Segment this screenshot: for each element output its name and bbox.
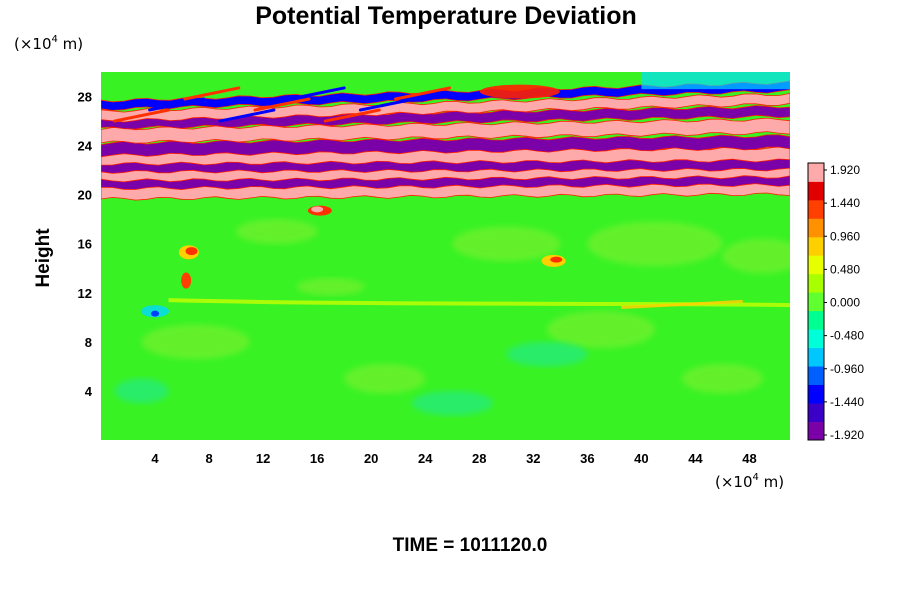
upper-right-strip <box>641 72 790 90</box>
x-axis-unit: (×104 m) <box>715 472 784 491</box>
colorbar-segment-7 <box>808 292 824 312</box>
wave-streak-2 <box>183 86 241 101</box>
time-label: TIME = 1011120.0 <box>393 535 548 556</box>
colorbar-segment-8 <box>808 273 824 293</box>
y-unit-exponent: 4 <box>52 34 58 45</box>
colorbar-segment-3 <box>808 366 824 385</box>
colorbar-tick-label-1: 1.440 <box>830 196 860 210</box>
strat-band-6 <box>101 117 790 144</box>
x-ticks: 4 8 12 16 20 24 28 32 36 40 44 48 <box>151 451 756 466</box>
colorbar-ticks: 1.920 1.440 0.960 0.480 0.000 -0.480 -0.960 -1.… <box>824 163 864 442</box>
cool-core-0 <box>151 310 160 317</box>
colorbar-segment-1 <box>808 403 824 422</box>
y-tick-label-4: 20 <box>78 188 92 203</box>
colorbar-segment-12 <box>808 199 824 219</box>
field-blob-6 <box>236 219 318 244</box>
colorbar-segment-9 <box>808 255 824 275</box>
colorbar-segment-4 <box>808 347 824 367</box>
y-tick-label-0: 4 <box>85 384 93 399</box>
x-tick-label-8: 36 <box>580 451 594 466</box>
field-blob-9 <box>722 238 790 274</box>
colorbar-tick-label-8: -1.920 <box>830 428 864 442</box>
plot-area <box>101 72 790 440</box>
y-unit-suffix: m) <box>58 35 83 53</box>
x-tick-label-7: 32 <box>526 451 540 466</box>
field-blob-0 <box>141 324 250 360</box>
wave-streak-0 <box>113 108 171 123</box>
colorbar-segment-14 <box>808 163 824 182</box>
x-tick-label-11: 48 <box>742 451 756 466</box>
colorbar-tick-label-0: 1.920 <box>830 163 860 177</box>
x-unit-exponent: 4 <box>753 472 759 483</box>
colorbar <box>807 162 825 441</box>
upper-warm-crest <box>479 84 560 99</box>
wave-streak-1 <box>148 97 206 112</box>
wave-streak-5 <box>288 86 346 101</box>
colorbar-tick-label-3: 0.480 <box>830 262 860 276</box>
x-tick-label-6: 28 <box>472 451 486 466</box>
field-blob-4 <box>411 390 493 416</box>
y-tick-label-6: 28 <box>78 90 92 105</box>
field-blob-5 <box>587 221 723 266</box>
y-axis-label: Height <box>33 228 54 288</box>
warm-plume-2 <box>181 272 192 289</box>
colorbar-segment-11 <box>808 218 824 238</box>
x-tick-label-9: 40 <box>634 451 648 466</box>
y-tick-label-2: 12 <box>78 286 92 301</box>
colorbar-segment-13 <box>808 181 824 201</box>
wave-streak-7 <box>358 97 416 112</box>
colorbar-tick-label-2: 0.960 <box>830 229 860 243</box>
field-blob-3 <box>681 363 763 394</box>
y-ticks: 4 8 12 16 20 24 28 <box>78 90 93 399</box>
field-blob-1 <box>344 363 426 394</box>
field-blob-11 <box>506 341 588 367</box>
colorbar-tick-label-5: -0.480 <box>830 329 864 343</box>
x-unit-prefix: (×10 <box>715 473 753 491</box>
field-layer <box>101 72 790 416</box>
strat-band-8 <box>101 92 790 123</box>
colorbar-tick-label-4: 0.000 <box>830 296 860 310</box>
wave-streak-6 <box>323 108 381 123</box>
field-blob-8 <box>114 378 169 404</box>
x-unit-suffix: m) <box>759 473 784 491</box>
colorbar-segment-5 <box>808 329 824 349</box>
x-tick-label-1: 8 <box>205 451 212 466</box>
x-tick-label-3: 16 <box>310 451 324 466</box>
warm-plume-6 <box>311 206 324 213</box>
x-tick-label-2: 12 <box>256 451 270 466</box>
field-blob-10 <box>296 278 365 296</box>
warm-band-11-peak <box>621 299 743 310</box>
wave-streak-3 <box>218 108 276 123</box>
colorbar-segment-0 <box>808 421 824 441</box>
x-tick-label-5: 24 <box>418 451 433 466</box>
x-tick-label-10: 44 <box>688 451 703 466</box>
y-tick-label-5: 24 <box>78 139 93 154</box>
x-tick-label-0: 4 <box>151 451 159 466</box>
colorbar-tick-label-7: -1.440 <box>830 395 864 409</box>
colorbar-frame <box>807 162 825 441</box>
warm-plume-4 <box>550 256 563 263</box>
colorbar-segment-2 <box>808 384 824 404</box>
y-axis-unit: (×104 m) <box>14 34 83 53</box>
y-unit-prefix: (×10 <box>14 35 52 53</box>
x-tick-label-4: 20 <box>364 451 378 466</box>
wave-streak-4 <box>253 97 311 112</box>
field-blob-2 <box>546 311 655 349</box>
colorbar-segment-6 <box>808 310 824 330</box>
field-blob-7 <box>452 226 561 261</box>
warm-plume-1 <box>185 247 198 256</box>
colorbar-segment-10 <box>808 236 824 256</box>
strat-band-9 <box>101 80 790 111</box>
y-tick-label-1: 8 <box>85 335 92 350</box>
chart-title: Potential Temperature Deviation <box>255 2 637 30</box>
colorbar-tick-label-6: -0.960 <box>830 362 864 376</box>
wave-streak-8 <box>394 86 452 101</box>
y-tick-label-3: 16 <box>78 237 92 252</box>
